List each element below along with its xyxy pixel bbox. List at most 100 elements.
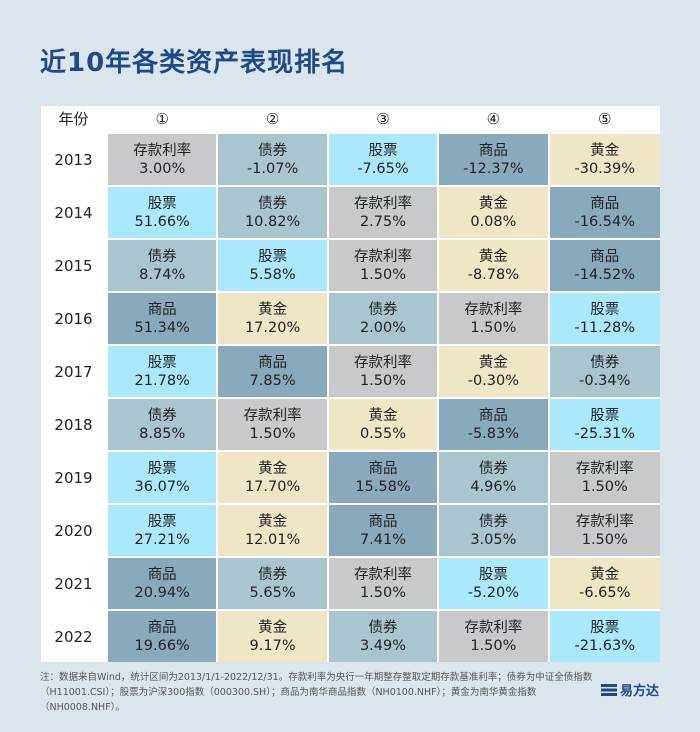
asset-cell: 债券 3.49%	[328, 611, 440, 662]
asset-return: 1.50%	[249, 425, 296, 442]
asset-return: -14.52%	[574, 266, 636, 283]
brand-logo: 易方达	[601, 680, 659, 699]
asset-cell: 商品 20.94%	[108, 558, 219, 609]
asset-return: 10.82%	[244, 213, 301, 230]
asset-cell: 股票 -5.20%	[439, 558, 550, 609]
asset-return: -30.39%	[574, 160, 636, 177]
asset-cell: 债券 5.65%	[218, 558, 329, 609]
asset-name: 商品	[478, 142, 508, 159]
asset-return: 1.50%	[581, 478, 628, 495]
asset-cell: 黄金 0.08%	[439, 187, 550, 238]
table-row: 2022 商品 19.66% 黄金 9.17% 债券 3.49% 存款利率 1.50% 股票 -21…	[41, 611, 660, 662]
asset-cell: 股票 36.07%	[108, 452, 219, 503]
asset-cell: 商品 51.34%	[108, 293, 219, 344]
asset-cell: 存款利率 2.75%	[328, 187, 440, 238]
asset-return: 7.85%	[249, 372, 296, 389]
asset-return: 8.74%	[139, 266, 186, 283]
asset-name: 黄金	[478, 195, 508, 212]
asset-name: 黄金	[478, 354, 508, 371]
asset-name: 股票	[590, 301, 620, 318]
year-cell: 2016	[41, 293, 108, 344]
asset-return: -0.30%	[467, 372, 520, 389]
asset-name: 股票	[147, 460, 177, 477]
asset-cell: 商品 7.41%	[328, 505, 440, 556]
asset-return: 1.50%	[581, 531, 628, 548]
asset-name: 黄金	[590, 566, 620, 583]
asset-name: 商品	[368, 460, 398, 477]
asset-return: -11.28%	[574, 319, 636, 336]
asset-cell: 存款利率 3.00%	[108, 134, 219, 185]
year-cell: 2020	[41, 505, 108, 556]
year-cell: 2014	[41, 187, 108, 238]
asset-return: -12.37%	[463, 160, 524, 177]
asset-return: 3.00%	[139, 160, 186, 177]
asset-name: 商品	[258, 354, 288, 371]
asset-cell: 债券 2.00%	[328, 293, 440, 344]
asset-name: 存款利率	[353, 566, 412, 583]
asset-return: 1.50%	[359, 372, 407, 389]
ranking-table: 年份 ① ② ③ ④ ⑤ 2013 存款利率 3.00% 债券 -1.07% 股票 -7.6…	[41, 106, 660, 662]
asset-cell: 商品 -16.54%	[549, 187, 660, 238]
page-title: 近10年各类资产表现排名	[40, 48, 349, 78]
asset-cell: 黄金 9.17%	[218, 611, 329, 662]
footnote: 注：数据来自Wind，统计区间为2013/1/1-2022/12/31。存款利率…	[40, 672, 593, 713]
asset-name: 债券	[478, 460, 508, 477]
asset-name: 黄金	[478, 248, 508, 265]
asset-cell: 股票 -7.65%	[328, 134, 440, 185]
asset-return: 1.50%	[359, 584, 407, 601]
asset-return: 0.08%	[470, 213, 517, 230]
year-cell: 2017	[41, 346, 108, 397]
asset-name: 债券	[147, 248, 177, 265]
asset-name: 股票	[590, 619, 620, 636]
asset-name: 存款利率	[353, 195, 412, 212]
brand-name: 易方达	[620, 684, 660, 699]
asset-return: 17.70%	[244, 478, 301, 495]
asset-cell: 商品 7.85%	[218, 346, 329, 397]
asset-return: 1.50%	[470, 637, 517, 654]
asset-name: 存款利率	[133, 142, 192, 159]
table-row: 2014 股票 51.66% 债券 10.82% 存款利率 2.75% 黄金 0.08% 商品 -1…	[41, 187, 660, 240]
asset-cell: 债券 4.96%	[439, 452, 550, 503]
asset-return: -0.34%	[579, 372, 631, 389]
asset-cell: 存款利率 1.50%	[218, 399, 329, 450]
asset-return: 17.20%	[244, 319, 301, 336]
asset-cell: 存款利率 1.50%	[549, 505, 660, 556]
year-cell: 2021	[41, 558, 108, 609]
asset-name: 存款利率	[353, 354, 412, 371]
asset-name: 股票	[590, 407, 620, 424]
table-row: 2021 商品 20.94% 债券 5.65% 存款利率 1.50% 股票 -5.20% 黄金 -6…	[41, 558, 660, 611]
table-body: 2013 存款利率 3.00% 债券 -1.07% 股票 -7.65% 商品 -12.37% 黄金…	[41, 134, 660, 662]
asset-cell: 债券 -0.34%	[549, 346, 660, 397]
asset-return: 15.58%	[355, 478, 411, 495]
asset-cell: 存款利率 1.50%	[439, 293, 550, 344]
asset-return: 4.96%	[470, 478, 517, 495]
asset-name: 股票	[258, 248, 288, 265]
asset-cell: 商品 -5.83%	[439, 399, 550, 450]
asset-return: -5.83%	[467, 425, 520, 442]
asset-name: 商品	[147, 619, 177, 636]
asset-name: 股票	[147, 513, 177, 530]
asset-name: 商品	[147, 566, 177, 583]
asset-cell: 黄金 17.70%	[218, 452, 329, 503]
table-row: 2013 存款利率 3.00% 债券 -1.07% 股票 -7.65% 商品 -12.37% 黄金…	[41, 134, 660, 187]
asset-return: 3.49%	[359, 637, 407, 654]
asset-cell: 商品 19.66%	[108, 611, 219, 662]
efunds-logo-icon	[601, 683, 617, 696]
asset-return: -8.78%	[467, 266, 520, 283]
asset-return: 27.21%	[134, 531, 190, 548]
asset-cell: 股票 -21.63%	[549, 611, 660, 662]
asset-return: -5.20%	[467, 584, 520, 601]
asset-return: 8.85%	[139, 425, 186, 442]
asset-cell: 黄金 17.20%	[218, 293, 329, 344]
asset-cell: 股票 51.66%	[108, 187, 219, 238]
asset-name: 商品	[368, 513, 398, 530]
asset-name: 债券	[258, 142, 288, 159]
table-row: 2015 债券 8.74% 股票 5.58% 存款利率 1.50% 黄金 -8.78% 商品 -14…	[41, 240, 660, 293]
asset-cell: 股票 27.21%	[108, 505, 219, 556]
asset-name: 商品	[478, 407, 508, 424]
asset-name: 存款利率	[243, 407, 302, 424]
asset-name: 黄金	[590, 142, 620, 159]
asset-name: 黄金	[258, 301, 288, 318]
asset-cell: 存款利率 1.50%	[328, 240, 440, 291]
asset-name: 债券	[368, 619, 398, 636]
